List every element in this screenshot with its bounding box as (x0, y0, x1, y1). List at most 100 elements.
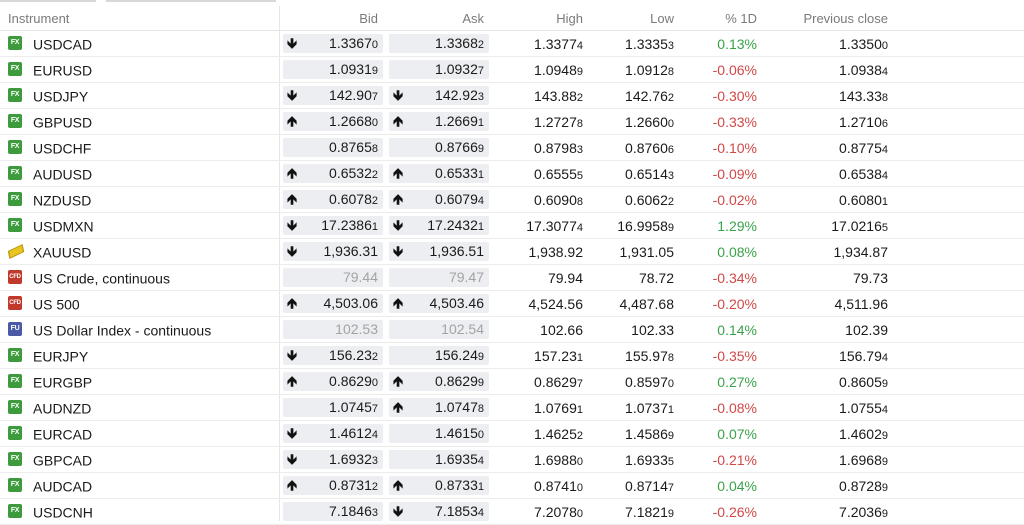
previous-close: 17.02165 (761, 212, 892, 239)
instrument-cell[interactable]: FX GBPUSD (0, 108, 280, 135)
bid-price[interactable]: 🡹 0.60782 (283, 190, 383, 209)
ask-price[interactable]: 🡻 142.923 (389, 86, 489, 105)
table-row[interactable]: FU US Dollar Index - continuous 102.53 102.… (0, 316, 1024, 343)
ask-price[interactable]: 🡹 0.86299 (389, 372, 489, 391)
table-row[interactable]: CFD US Crude, continuous 79.44 79.47 79.94 78… (0, 264, 1024, 291)
instrument-cell[interactable]: FU US Dollar Index - continuous (0, 316, 280, 343)
table-row[interactable]: FX EURCAD 🡻 1.46124 1.46150 1.46252 1.45869 0.0… (0, 420, 1024, 447)
table-row[interactable]: FX USDMXN 🡻 17.23861 🡻 17.24321 17.30774 16.995… (0, 212, 1024, 239)
bid-price[interactable]: 1.07457 (283, 398, 383, 417)
table-row[interactable]: FX GBPUSD 🡹 1.26680 🡹 1.26691 1.27278 1.26600 -0… (0, 108, 1024, 135)
instrument-cell[interactable]: FX AUDUSD (0, 160, 280, 187)
ask-price[interactable]: 🡹 0.60794 (389, 190, 489, 209)
bid-price[interactable]: 102.53 (283, 320, 383, 339)
instrument-cell[interactable]: FX GBPCAD (0, 446, 280, 473)
bid-price[interactable]: 79.44 (283, 268, 383, 287)
instrument-cell[interactable]: FX EURGBP (0, 368, 280, 395)
ask-price[interactable]: 🡻 1,936.51 (389, 242, 489, 261)
ask-price[interactable]: 🡹 1.07478 (389, 398, 489, 417)
bid-price[interactable]: 🡹 0.87312 (283, 476, 383, 495)
ask-price[interactable]: 1.46150 (389, 424, 489, 443)
bid-price[interactable]: 🡹 0.86290 (283, 372, 383, 391)
col-ask[interactable]: Ask (386, 6, 492, 31)
row-filler (892, 446, 1024, 473)
instrument-cell[interactable]: FX EURCAD (0, 420, 280, 447)
instrument-symbol: EURJPY (33, 348, 89, 365)
bid-price[interactable]: 🡻 17.23861 (283, 216, 383, 235)
table-row[interactable]: FX EURGBP 🡹 0.86290 🡹 0.86299 0.86297 0.85970 0.… (0, 368, 1024, 395)
table-row[interactable]: FX USDCHF 0.87658 0.87669 0.87983 0.87606 -0.1… (0, 134, 1024, 161)
instrument-cell[interactable]: FX EURUSD (0, 56, 280, 83)
instrument-cell[interactable]: FX EURJPY (0, 342, 280, 369)
ask-price[interactable]: 🡹 0.87331 (389, 476, 489, 495)
bid-price[interactable]: 🡻 1.46124 (283, 424, 383, 443)
col-instrument[interactable]: Instrument (0, 6, 280, 31)
ask-price[interactable]: 156.249 (389, 346, 489, 365)
change-1d: -0.21% (674, 446, 761, 473)
bid-price[interactable]: 0.87658 (283, 138, 383, 157)
table-row[interactable]: FX USDJPY 🡻 142.907 🡻 142.923 143.882 142.762 -0… (0, 82, 1024, 109)
ask-price[interactable]: 102.54 (389, 320, 489, 339)
table-row[interactable]: FX NZDUSD 🡹 0.60782 🡹 0.60794 0.60908 0.60622 -0… (0, 186, 1024, 213)
col-low[interactable]: Low (583, 6, 674, 31)
instrument-cell[interactable]: FX USDMXN (0, 212, 280, 239)
arrow-down-icon: 🡻 (287, 217, 298, 233)
table-row[interactable]: FX EURUSD 1.09319 1.09327 1.09489 1.09128 -0.0… (0, 56, 1024, 83)
bid-price[interactable]: 🡹 1.26680 (283, 112, 383, 131)
instrument-cell[interactable]: FX USDCHF (0, 134, 280, 161)
ask-price[interactable]: 0.87669 (389, 138, 489, 157)
table-row[interactable]: FX AUDUSD 🡹 0.65322 🡹 0.65331 0.65555 0.65143 -0… (0, 160, 1024, 187)
table-row[interactable]: FX AUDCAD 🡹 0.87312 🡹 0.87331 0.87410 0.87147 0.… (0, 472, 1024, 499)
table-row[interactable]: CFD US 500 🡹 4,503.06 🡹 4,503.46 4,524.56 4,487… (0, 290, 1024, 317)
low-price: 1.09128 (583, 56, 674, 83)
instrument-cell[interactable]: FX AUDNZD (0, 394, 280, 421)
ask-price[interactable]: 🡻 17.24321 (389, 216, 489, 235)
ask-price[interactable]: 1.33682 (389, 34, 489, 53)
arrow-down-icon: 🡻 (393, 503, 404, 519)
bid-price[interactable]: 🡻 1.33670 (283, 34, 383, 53)
low-price: 1.33353 (583, 30, 674, 57)
table-row[interactable]: FX EURJPY 🡻 156.232 156.249 157.231 155.978 -0.… (0, 342, 1024, 369)
change-1d: 0.14% (674, 316, 761, 343)
col-bid[interactable]: Bid (280, 6, 386, 31)
table-row[interactable]: XAUUSD 🡻 1,936.31 🡻 1,936.51 1,938.92 1,931.05… (0, 238, 1024, 265)
ask-price[interactable]: 79.47 (389, 268, 489, 287)
ask-price[interactable]: 🡹 4,503.46 (389, 294, 489, 313)
table-row[interactable]: FX AUDNZD 1.07457 🡹 1.07478 1.07691 1.07371 -0.… (0, 394, 1024, 421)
high-price: 1.09489 (492, 56, 583, 83)
low-price: 0.87606 (583, 134, 674, 161)
ask-price[interactable]: 🡹 1.26691 (389, 112, 489, 131)
bid-price[interactable]: 🡻 156.232 (283, 346, 383, 365)
table-row[interactable]: FX USDCAD 🡻 1.33670 1.33682 1.33774 1.33353 0.1… (0, 30, 1024, 57)
row-filler (892, 56, 1024, 83)
instrument-cell[interactable]: FX USDCAD (0, 30, 280, 57)
instrument-cell[interactable]: CFD US Crude, continuous (0, 264, 280, 291)
arrow-up-icon: 🡹 (393, 373, 404, 389)
ask-price[interactable]: 1.09327 (389, 60, 489, 79)
instrument-cell[interactable]: FX NZDUSD (0, 186, 280, 213)
bid-price[interactable]: 1.09319 (283, 60, 383, 79)
fx-icon: FX (8, 192, 22, 207)
row-filler (892, 212, 1024, 239)
instrument-cell[interactable]: CFD US 500 (0, 290, 280, 317)
instrument-cell[interactable]: XAUUSD (0, 238, 280, 265)
change-1d: 0.13% (674, 30, 761, 57)
bid-price[interactable]: 7.18463 (283, 502, 383, 521)
bid-price[interactable]: 🡹 4,503.06 (283, 294, 383, 313)
bid-price[interactable]: 🡻 1,936.31 (283, 242, 383, 261)
col-high[interactable]: High (492, 6, 583, 31)
ask-price[interactable]: 🡹 0.65331 (389, 164, 489, 183)
arrow-down-icon: 🡻 (287, 243, 298, 259)
ask-price[interactable]: 1.69354 (389, 450, 489, 469)
col-previous-close[interactable]: Previous close (761, 6, 892, 31)
bid-price[interactable]: 🡻 1.69323 (283, 450, 383, 469)
row-filler (892, 394, 1024, 421)
table-row[interactable]: FX GBPCAD 🡻 1.69323 1.69354 1.69880 1.69335 -0.… (0, 446, 1024, 473)
low-price: 142.762 (583, 82, 674, 109)
col-change-1d[interactable]: % 1D (674, 6, 761, 31)
bid-price[interactable]: 🡹 0.65322 (283, 164, 383, 183)
ask-price[interactable]: 🡻 7.18534 (389, 502, 489, 521)
instrument-cell[interactable]: FX AUDCAD (0, 472, 280, 499)
bid-price[interactable]: 🡻 142.907 (283, 86, 383, 105)
instrument-cell[interactable]: FX USDJPY (0, 82, 280, 109)
